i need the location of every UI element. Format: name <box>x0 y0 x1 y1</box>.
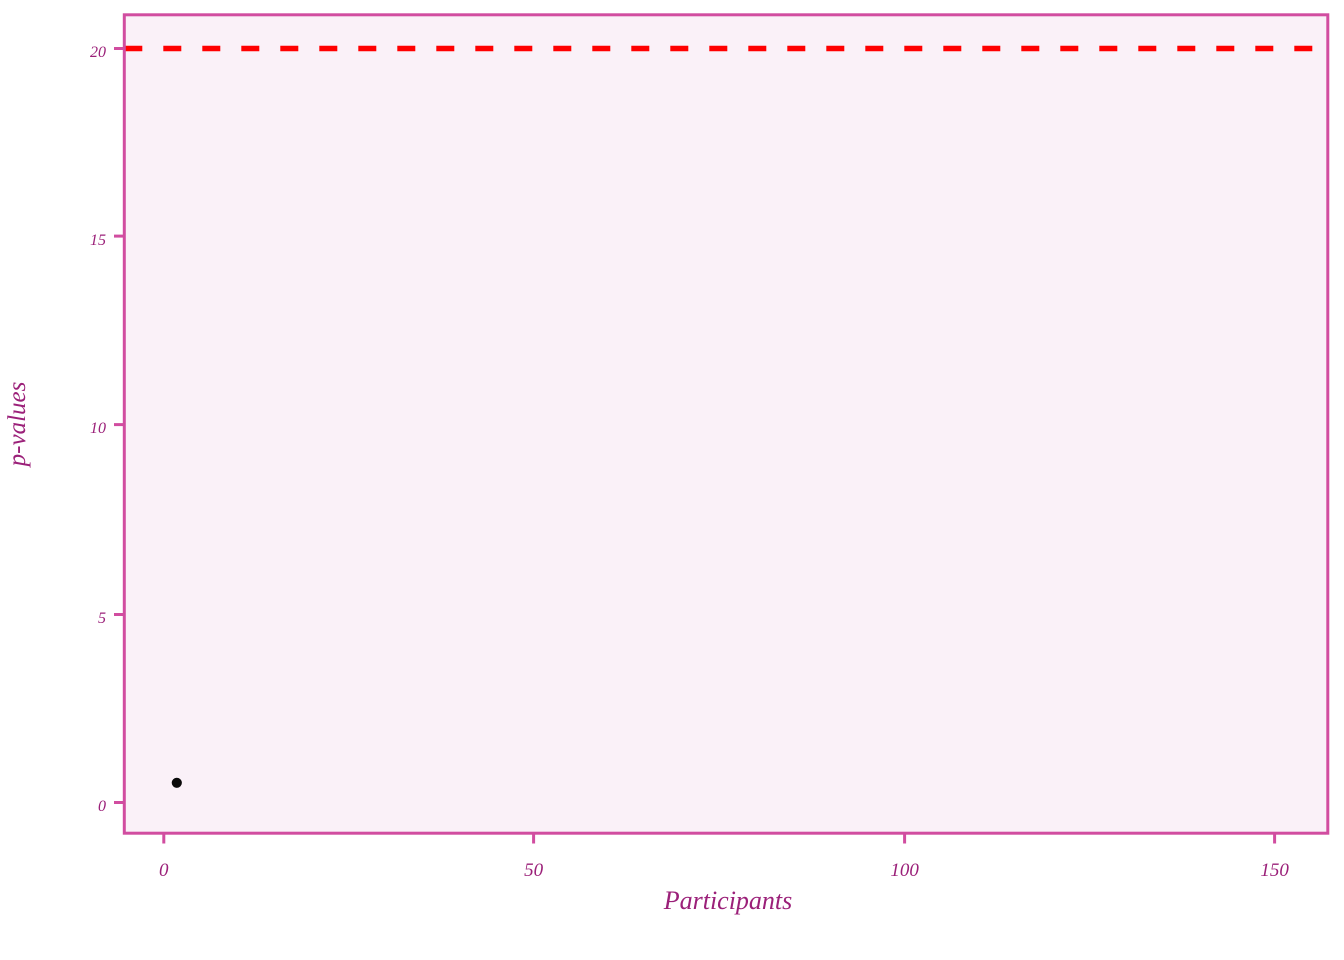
svg-text:0: 0 <box>98 798 106 815</box>
svg-text:Participants: Participants <box>663 886 793 915</box>
svg-text:p-values: p-values <box>4 382 31 469</box>
svg-text:10: 10 <box>90 420 106 437</box>
svg-text:5: 5 <box>98 610 106 627</box>
svg-text:15: 15 <box>90 232 106 249</box>
svg-text:50: 50 <box>524 860 544 881</box>
svg-text:100: 100 <box>890 860 919 881</box>
svg-text:150: 150 <box>1260 860 1289 881</box>
svg-text:20: 20 <box>90 44 106 61</box>
svg-text:0: 0 <box>159 860 169 881</box>
